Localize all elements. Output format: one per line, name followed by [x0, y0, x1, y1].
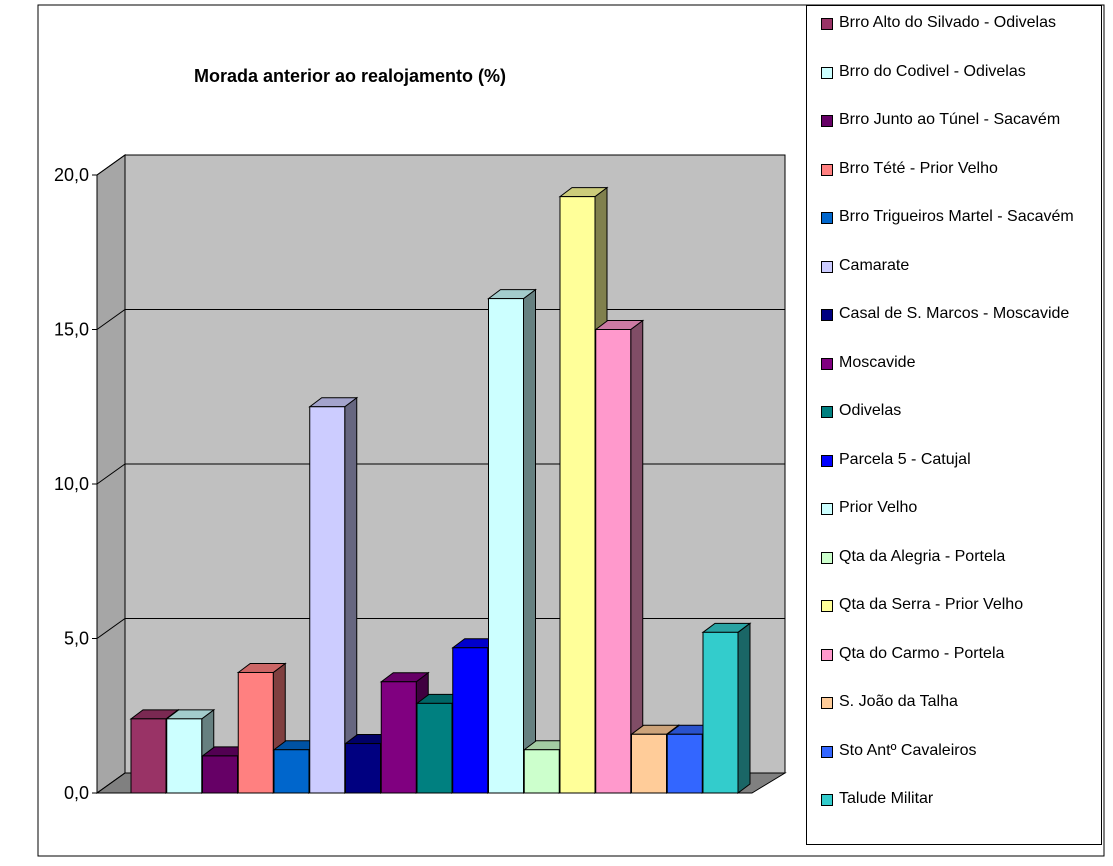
legend-entry: Qta do Carmo - Portela — [821, 645, 1096, 663]
legend-entry: Brro Junto ao Túnel - Sacavém — [821, 111, 1096, 129]
bar — [380, 681, 417, 794]
bar-side — [737, 622, 751, 794]
legend-swatch — [821, 551, 833, 564]
legend-entry: Parcela 5 - Catujal — [821, 451, 1096, 469]
legend-swatch — [821, 18, 833, 30]
legend-label: Odivelas — [839, 402, 902, 419]
legend-entry: Qta da Alegria - Portela — [821, 548, 1096, 566]
bar — [559, 196, 596, 794]
bar — [237, 671, 274, 794]
legend-label: Qta da Serra - Prior Velho — [839, 596, 1024, 613]
legend-label: Sto Antº Cavaleiros — [839, 741, 977, 759]
legend-swatch — [821, 163, 833, 176]
bar — [130, 718, 167, 794]
bar — [523, 749, 560, 794]
chart-title: Morada anterior ao realojamento (%) — [194, 66, 506, 86]
bar — [166, 718, 203, 794]
legend-entry: Talude Militar — [821, 790, 1096, 808]
legend-swatch — [821, 357, 833, 370]
legend-swatch — [821, 697, 833, 709]
bar — [273, 749, 310, 794]
legend-swatch — [821, 260, 833, 273]
legend-swatch — [821, 794, 833, 806]
legend-swatch — [821, 406, 833, 418]
bar — [452, 647, 489, 794]
bar — [488, 298, 524, 794]
legend-label: Casal de S. Marcos - Moscavide — [839, 305, 1070, 322]
legend-label: Talude Militar — [839, 790, 934, 807]
bar — [631, 733, 667, 794]
legend-label: Brro do Codivel - Odivelas — [839, 62, 1026, 80]
y-tick-label: 15,0 — [54, 320, 89, 340]
legend-label: Qta da Alegria - Portela — [839, 547, 1006, 565]
legend-label: Brro Tété - Prior Velho — [839, 159, 998, 177]
legend-entry: Odivelas — [821, 402, 1096, 420]
legend-entry: Brro do Codivel - Odivelas — [821, 63, 1096, 81]
legend-swatch — [821, 648, 833, 661]
bar — [345, 743, 381, 794]
legend-entry: Moscavide — [821, 354, 1096, 372]
legend-swatch — [821, 66, 833, 79]
legend-entry: Sto Antº Cavaleiros — [821, 742, 1096, 760]
legend-entry: Brro Trigueiros Martel - Sacavém — [821, 208, 1096, 226]
legend-entry: Brro Alto do Silvado - Odivelas — [821, 14, 1096, 32]
y-tick-label: 20,0 — [54, 165, 89, 185]
legend-swatch — [821, 309, 833, 321]
legend-label: Brro Alto do Silvado - Odivelas — [839, 14, 1056, 31]
bar — [595, 329, 632, 794]
legend-entry: Camarate — [821, 257, 1096, 275]
y-tick-label: 10,0 — [54, 474, 89, 494]
legend-entry: Qta da Serra - Prior Velho — [821, 596, 1096, 614]
legend-entry: Prior Velho — [821, 499, 1096, 517]
bar — [702, 631, 739, 794]
bar-side — [523, 288, 536, 794]
legend: Brro Alto do Silvado - Odivelas Brro do C… — [806, 5, 1102, 845]
bar-side — [344, 396, 358, 794]
bar-side — [630, 319, 644, 794]
grid-line — [96, 154, 785, 176]
legend-swatch — [821, 115, 833, 127]
y-tick-label: 0,0 — [64, 783, 89, 803]
legend-swatch — [821, 454, 833, 467]
legend-label: Qta do Carmo - Portela — [839, 644, 1005, 662]
bar — [416, 702, 453, 794]
legend-label: Brro Junto ao Túnel - Sacavém — [839, 111, 1061, 128]
legend-label: Camarate — [839, 256, 910, 274]
legend-label: Prior Velho — [839, 499, 918, 516]
bar — [309, 406, 346, 794]
legend-label: S. João da Talha — [839, 693, 958, 710]
legend-swatch — [821, 212, 833, 224]
legend-entry: S. João da Talha — [821, 693, 1096, 711]
legend-entry: Casal de S. Marcos - Moscavide — [821, 305, 1096, 323]
legend-swatch — [821, 600, 833, 612]
legend-entry: Brro Tété - Prior Velho — [821, 160, 1096, 178]
legend-swatch — [821, 745, 833, 758]
legend-label: Moscavide — [839, 353, 916, 371]
legend-swatch — [821, 503, 833, 515]
legend-label: Brro Trigueiros Martel - Sacavém — [839, 208, 1074, 225]
bar — [202, 755, 238, 794]
y-tick-label: 5,0 — [64, 629, 89, 649]
legend-label: Parcela 5 - Catujal — [839, 450, 971, 468]
bar — [666, 733, 703, 794]
